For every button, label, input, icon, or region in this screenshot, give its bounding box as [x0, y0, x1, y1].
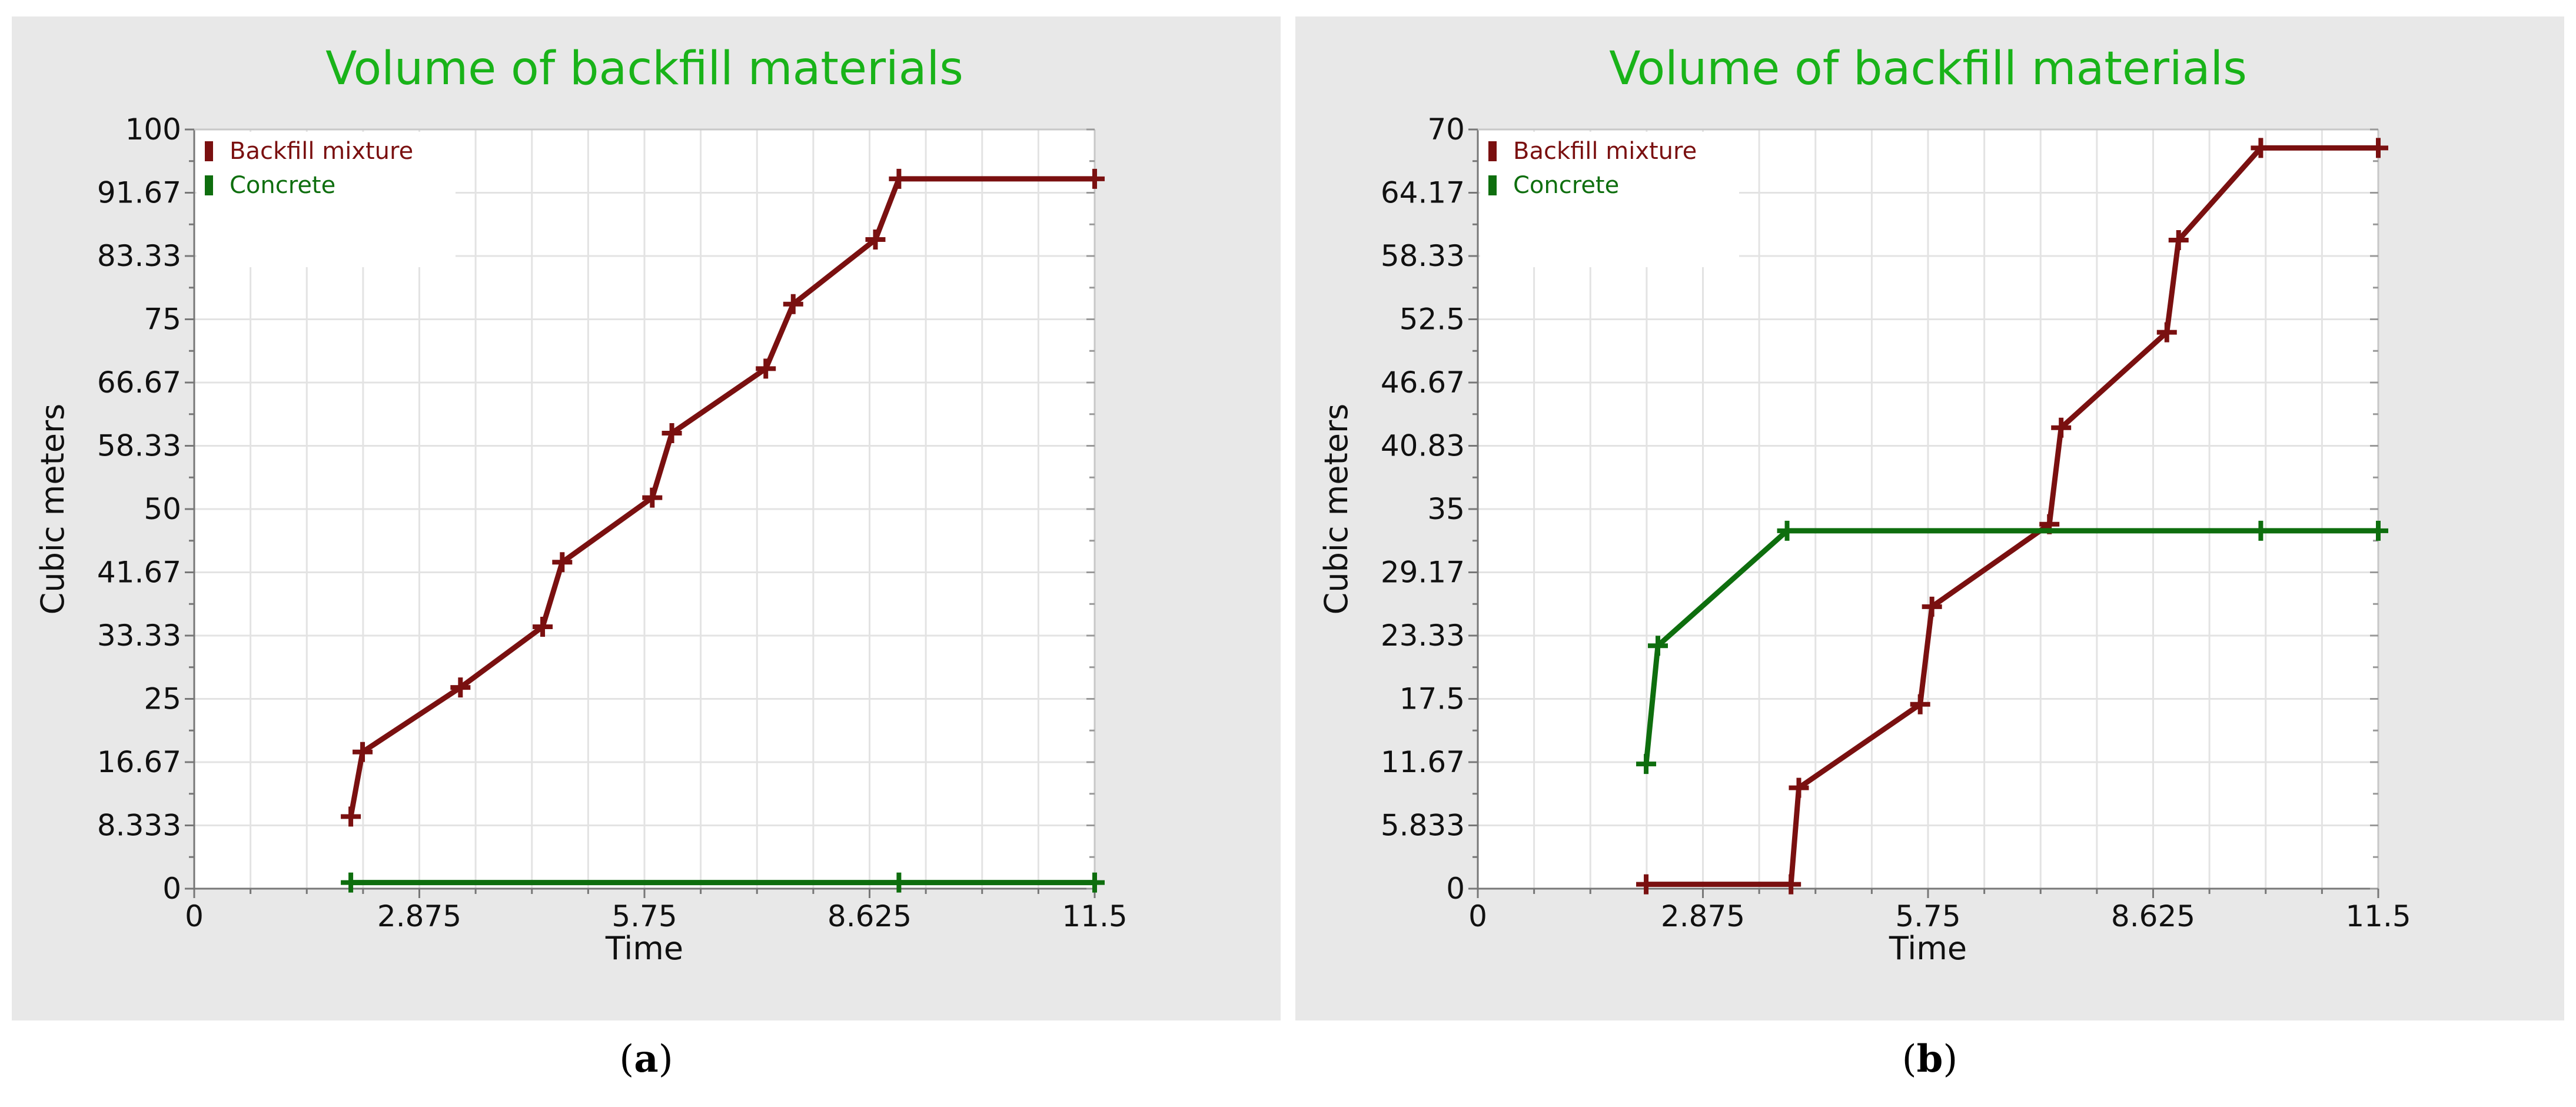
caption-a-letter: a [634, 1037, 659, 1081]
chart-panel-b: 0 5.833 11.67 17.5 23.33 29.17 35 40.83 46.67 52.… [1295, 16, 2564, 1020]
legend-label: Backfill mixture [230, 138, 413, 165]
legend-label: Backfill mixture [1513, 138, 1697, 165]
legend-backdrop [197, 132, 456, 267]
y-tick-label: 33.33 [97, 619, 181, 653]
y-tick-label: 41.67 [97, 556, 181, 590]
data-point [1777, 520, 1797, 541]
chart-b: 0 5.833 11.67 17.5 23.33 29.17 35 40.83 46.67 52.… [1318, 42, 2411, 967]
caption-a: (a) [619, 1037, 673, 1081]
legend-swatch [205, 175, 213, 195]
legend-label: Concrete [230, 172, 335, 199]
x-tick-label: 5.75 [1895, 899, 1960, 933]
y-tick-label: 64.17 [1381, 176, 1465, 210]
data-point [2156, 322, 2177, 343]
x-tick-label: 2.875 [1661, 899, 1745, 933]
data-point [1910, 694, 1930, 714]
y-tick-label: 8.333 [97, 809, 181, 843]
y-tick-label: 25 [144, 682, 181, 716]
data-point [2251, 138, 2271, 158]
y-tick-label: 100 [125, 112, 181, 147]
data-point [889, 168, 909, 189]
y-tick-label: 29.17 [1381, 556, 1465, 590]
legend-backdrop [1480, 132, 1739, 267]
chart-title: Volume of backfill materials [325, 42, 963, 95]
data-point [865, 230, 886, 250]
y-tick-label: 11.67 [1381, 745, 1465, 779]
y-axis-label: Cubic meters [1318, 404, 1355, 615]
data-point [353, 742, 373, 762]
data-point [341, 872, 361, 893]
x-tick-label: 5.75 [611, 899, 677, 933]
y-tick-label: 75 [144, 302, 181, 337]
legend-swatch [1488, 175, 1497, 195]
x-tick-label: 2.875 [377, 899, 461, 933]
legend-swatch [205, 141, 213, 161]
y-tick-label: 23.33 [1381, 619, 1465, 653]
y-tick-label: 58.33 [97, 429, 181, 463]
y-tick-label: 16.67 [97, 745, 181, 779]
data-point [662, 423, 682, 443]
y-tick-label: 70 [1427, 112, 1465, 147]
data-point [642, 487, 663, 508]
data-point [2051, 417, 2072, 438]
x-tick-label: 11.5 [2345, 899, 2411, 933]
data-point [1789, 777, 1809, 798]
y-tick-label: 5.833 [1381, 809, 1465, 843]
x-tick-label: 0 [185, 899, 204, 933]
data-point [889, 872, 909, 893]
data-point [1781, 874, 1801, 895]
x-tick-label: 0 [1468, 899, 1487, 933]
data-point [2368, 138, 2388, 158]
y-tick-label: 17.5 [1400, 682, 1465, 716]
y-tick-label: 58.33 [1381, 239, 1465, 273]
caption-b: (b) [1902, 1037, 1958, 1081]
data-point [450, 677, 471, 698]
data-point [1636, 754, 1657, 774]
chart-a: 0 8.333 16.67 25 33.33 41.67 50 58.33 66.67 75 83.… [34, 42, 1128, 967]
x-axis-label: Time [1889, 930, 1967, 967]
y-tick-label: 46.67 [1381, 365, 1465, 400]
x-tick-label: 8.625 [827, 899, 912, 933]
data-point [1922, 596, 1942, 617]
data-point [1085, 168, 1105, 189]
data-point [533, 616, 553, 637]
x-tick-label: 8.625 [2111, 899, 2195, 933]
chart-panel-a: 0 8.333 16.67 25 33.33 41.67 50 58.33 66.67 75 83.… [12, 16, 1281, 1020]
y-tick-label: 83.33 [97, 239, 181, 273]
y-axis-label: Cubic meters [34, 404, 71, 615]
data-point [1636, 874, 1657, 895]
data-point [756, 358, 776, 379]
y-tick-label: 35 [1427, 492, 1465, 526]
data-point [1085, 872, 1105, 893]
data-point [1648, 636, 1668, 656]
y-tick-label: 66.67 [97, 365, 181, 400]
data-point [341, 806, 361, 827]
data-point [2368, 520, 2388, 541]
y-tick-label: 91.67 [97, 176, 181, 210]
y-tick-label: 52.5 [1400, 302, 1465, 337]
x-tick-label: 11.5 [1062, 899, 1127, 933]
legend-swatch [1488, 141, 1497, 161]
x-axis-label: Time [605, 930, 683, 967]
caption-b-letter: b [1916, 1037, 1943, 1081]
series-line-backfill-mixture [348, 176, 1095, 817]
data-point [2168, 230, 2189, 250]
data-point [2251, 520, 2271, 541]
y-tick-label: 0 [1446, 872, 1465, 906]
data-point [783, 294, 803, 314]
data-point [552, 552, 573, 573]
y-tick-label: 0 [162, 872, 181, 906]
y-tick-label: 40.83 [1381, 429, 1465, 463]
chart-title: Volume of backfill materials [1609, 42, 2247, 95]
y-tick-label: 50 [144, 492, 181, 526]
legend-label: Concrete [1513, 172, 1619, 199]
